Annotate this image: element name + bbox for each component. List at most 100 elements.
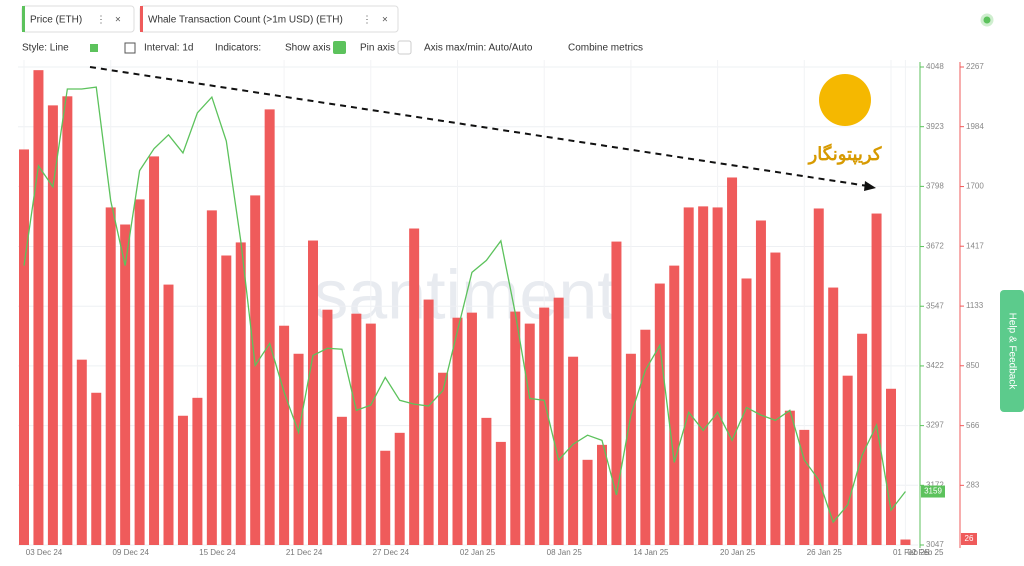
y-tick-label: 3547 <box>926 301 944 310</box>
show-axis-label: Show axis <box>285 43 331 54</box>
bar <box>336 416 347 545</box>
bar <box>394 432 405 545</box>
bar <box>784 410 795 545</box>
bar <box>177 415 188 545</box>
y-tick-label: 3672 <box>926 242 944 251</box>
style-select[interactable]: Style: Line <box>22 43 69 54</box>
interval-icon <box>124 42 136 54</box>
bar <box>351 313 362 545</box>
bar <box>76 359 87 545</box>
x-tick-label: 26 Jan 25 <box>807 548 843 557</box>
bar <box>900 539 911 545</box>
bar <box>452 317 463 545</box>
bar <box>582 459 593 545</box>
bar <box>611 241 622 546</box>
bar <box>192 397 203 545</box>
menu-icon[interactable]: ⋮ <box>362 15 372 26</box>
plot: 4048 3923 3798 3672 3547 3422 3297 3172 3047 2267… <box>18 60 984 557</box>
bar <box>683 207 694 545</box>
bar <box>886 388 896 545</box>
color-picker[interactable] <box>90 44 98 52</box>
bar <box>19 149 29 545</box>
bar <box>47 105 58 546</box>
bar <box>698 206 709 545</box>
y-tick-label: 4048 <box>926 62 944 71</box>
tab-label: Whale Transaction Count (>1m USD) (ETH) <box>148 15 343 26</box>
bar <box>625 353 636 545</box>
bar <box>857 333 868 545</box>
arrow-head <box>864 181 876 191</box>
tab-color <box>22 6 25 32</box>
x-tick-label: 02 Jan 25 <box>460 548 496 557</box>
close-icon[interactable]: × <box>382 15 388 26</box>
tab-color <box>140 6 143 32</box>
x-tick-label: 14 Jan 25 <box>633 548 669 557</box>
x-tick-label: 21 Dec 24 <box>286 548 323 557</box>
tab-label: Price (ETH) <box>30 15 82 26</box>
bar <box>466 312 477 545</box>
bar <box>33 70 44 545</box>
bar <box>250 195 261 546</box>
y2-tick-label: 1133 <box>966 301 984 310</box>
y-tick-label: 3422 <box>926 361 944 370</box>
bar <box>654 283 665 545</box>
bar <box>481 417 492 545</box>
bar <box>409 228 420 545</box>
price-line <box>23 86 906 524</box>
y-tick-label: 3172 <box>926 480 944 489</box>
bar <box>322 309 333 545</box>
close-icon[interactable]: × <box>115 15 121 26</box>
bar <box>105 207 116 545</box>
bar <box>62 96 73 545</box>
bar <box>264 109 275 546</box>
bar <box>423 299 434 545</box>
bar <box>380 450 391 545</box>
y2-tick-label: 1984 <box>966 122 984 131</box>
bar <box>871 213 882 545</box>
x-tick-label: 08 Jan 25 <box>547 548 583 557</box>
pin-axis-checkbox[interactable] <box>397 40 412 55</box>
y2-tick-label: 283 <box>966 480 980 489</box>
x-tick-label: 27 Dec 24 <box>373 548 410 557</box>
watermark: santiment <box>313 255 616 333</box>
x-tick-label: 01 Feb 25 <box>893 548 930 557</box>
bar <box>539 307 550 545</box>
y2-tick-label: 566 <box>966 421 980 430</box>
bar <box>640 329 651 545</box>
bar <box>221 255 232 545</box>
y2-tick-label: 1700 <box>966 182 984 191</box>
bar <box>163 284 174 545</box>
y-tick-label: 3798 <box>926 181 944 190</box>
bar <box>755 220 766 545</box>
interval-select[interactable]: Interval: 1d <box>144 43 193 54</box>
bar <box>524 323 535 545</box>
bar <box>727 177 738 546</box>
bar <box>206 210 217 546</box>
current-value: 3159 <box>924 487 942 496</box>
bar <box>741 278 752 545</box>
help-tab[interactable] <box>1000 290 1024 412</box>
y2-tick-label: 2267 <box>966 62 984 71</box>
indicators-select[interactable]: Indicators: <box>215 43 261 54</box>
menu-icon[interactable]: ⋮ <box>96 15 106 26</box>
combine-metrics[interactable]: Combine metrics <box>568 43 643 54</box>
bar <box>828 287 839 545</box>
bar <box>568 356 579 545</box>
value-badge <box>921 485 945 498</box>
bar <box>597 444 607 545</box>
x-tick-label: 15 Dec 24 <box>199 548 236 557</box>
help-text: Help & Feedback <box>1006 313 1017 391</box>
current-value: 26 <box>965 534 974 543</box>
y2-tick-label: 1417 <box>966 241 984 250</box>
bar <box>149 156 160 545</box>
axis-minmax-select[interactable]: Axis max/min: Auto/Auto <box>424 43 533 54</box>
logo-text: کریپتونگار <box>807 143 882 165</box>
bar <box>712 207 723 545</box>
value-badge <box>961 533 977 545</box>
bar <box>120 224 131 545</box>
bar <box>495 441 506 545</box>
show-axis-checkbox[interactable] <box>333 41 346 54</box>
y-tick-label: 3923 <box>926 122 944 131</box>
bar <box>91 392 102 545</box>
